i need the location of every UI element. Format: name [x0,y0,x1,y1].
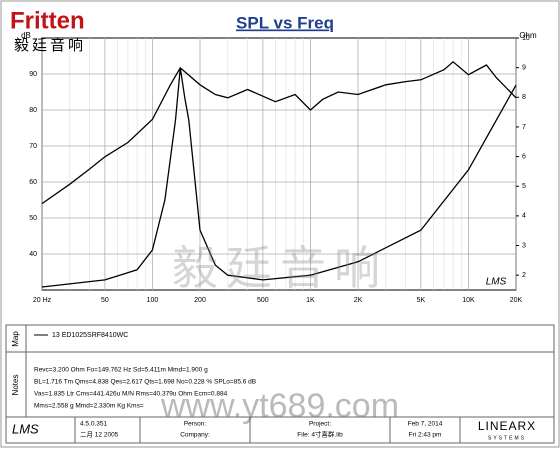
y2-tick-label: 6 [522,153,526,160]
y2-tick-label: 10 [522,35,530,42]
x-tick-label: 10K [462,297,475,304]
footer-app: LMS [12,421,39,436]
footer-vendor: LINEARX [478,419,536,433]
y-tick-label: 70 [29,143,37,150]
note-line: Revc=3.200 Ohm Fo=149.762 Hz Sd=5.411m M… [34,367,208,374]
footer-date: Feb 7, 2014 [408,421,443,428]
plot-layer: 20 Hz 50 100 200 500 1K 2K 5K 10K 20K 40 50 60 70 80 90… [29,35,530,304]
footer-project: Project: [309,421,331,428]
y2-tick-label: 9 [522,64,526,71]
x-tick-label: 100 [147,297,159,304]
y2-tick-label: 5 [522,183,526,190]
y-tick-label: 80 [29,107,37,114]
note-line: Vas=1.835 Ltr Cms=441.426u M/N Rms=40.37… [34,391,228,398]
y-tick-label: 50 [29,215,37,222]
series-line [41,60,517,205]
footer-person: Person: [184,421,207,428]
notes-label: Notes [11,375,20,396]
note-line: BL=1.716 Tm Qms=4.838 Qes=2.617 Qts=1.69… [34,379,256,386]
plot-area [41,37,517,291]
logo-chinese: 毅廷音响 [14,37,86,54]
footer-vendor-sub: SYSTEMS [488,435,526,441]
chart-title: SPL vs Freq [236,13,334,32]
x-tick-label: 20K [510,297,523,304]
y2-tick-label: 8 [522,94,526,101]
x-tick-label: 50 [101,297,109,304]
footer-build-date: 二月 12 2005 [80,431,119,439]
x-tick-label: 1K [306,297,315,304]
series-line [41,67,517,288]
y-tick-label: 40 [29,251,37,258]
footer-file: File: 4寸喜群.lib [297,430,343,439]
x-tick-label: 2K [354,297,363,304]
y2-tick-label: 7 [522,124,526,131]
y2-tick-label: 2 [522,272,526,279]
map-label: Map [11,331,20,347]
footer-version: 4.5.0.351 [80,421,107,428]
watermark-chinese: 毅廷音响 [172,242,388,294]
y2-axis-label: Ohm [519,31,537,40]
panel-frame [5,324,555,444]
logo-brand: Fritten [10,7,85,34]
corner-text: LMS [486,277,507,288]
watermark-url: www.yt689.com [160,387,399,425]
y-axis-label: dB [21,31,31,40]
y2-tick-label: 3 [522,242,526,249]
y-tick-label: 90 [29,71,37,78]
x-tick-label: 500 [257,297,269,304]
y-tick-label: 60 [29,179,37,186]
legend-label: 13 ED1025SRF8410WC [52,332,128,339]
footer-time: Fri 2:43 pm [409,432,442,439]
x-tick-label: 5K [417,297,426,304]
x-tick-label: 200 [194,297,206,304]
x-tick-label: 20 Hz [33,297,52,304]
y2-tick-label: 4 [522,213,526,220]
note-line: Mms=2.558 g Mmd=2.330m Kg Kms= [34,403,144,410]
footer-company: Company: [180,432,210,439]
